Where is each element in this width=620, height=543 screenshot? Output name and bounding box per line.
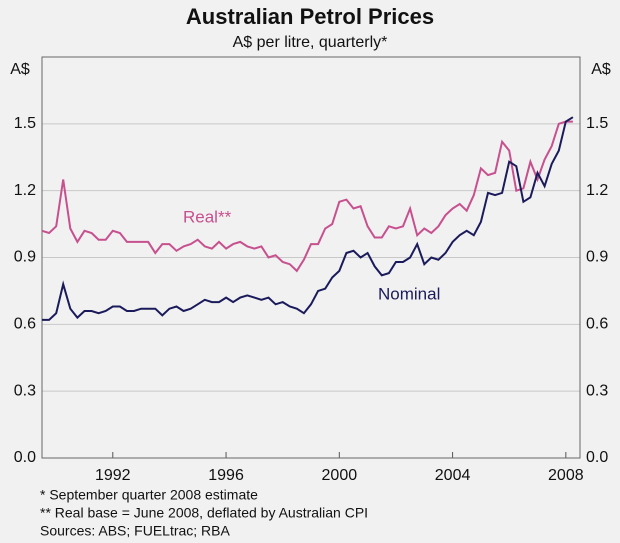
y-tick-label: 0.0 (14, 449, 36, 466)
y-tick-label: 0.3 (14, 382, 36, 399)
series-line (42, 116, 574, 321)
plot-frame (41, 56, 581, 459)
series-label: Nominal (378, 284, 440, 303)
footnote: ** Real base = June 2008, deflated by Au… (40, 505, 368, 521)
y2-tick-label: 0.9 (586, 249, 608, 266)
x-tick-label: 1996 (208, 467, 244, 484)
y2-tick-label: 0.3 (586, 382, 608, 399)
y2-tick-label: 0.0 (586, 449, 608, 466)
x-tick-label: 2004 (435, 467, 471, 484)
x-tick-label: 2008 (548, 467, 584, 484)
x-tick-label: 1992 (95, 467, 131, 484)
series-label: Real** (183, 207, 232, 226)
y2-tick-label: 0.6 (586, 316, 608, 333)
chart-subtitle: A$ per litre, quarterly* (233, 34, 388, 51)
y2-axis-label: A$ (591, 61, 611, 78)
y-tick-label: 0.6 (14, 316, 36, 333)
chart-title: Australian Petrol Prices (186, 4, 434, 29)
footnote: * September quarter 2008 estimate (40, 487, 258, 503)
series-line (41, 120, 573, 273)
y2-tick-label: 1.2 (586, 182, 608, 199)
y2-tick-label: 1.5 (586, 115, 608, 132)
y-tick-label: 0.9 (14, 249, 36, 266)
y-axis-label: A$ (10, 61, 30, 78)
y-tick-label: 1.5 (14, 115, 36, 132)
y-tick-label: 1.2 (14, 182, 36, 199)
x-tick-label: 2000 (322, 467, 358, 484)
footnote: Sources: ABS; FUELtrac; RBA (40, 523, 231, 539)
